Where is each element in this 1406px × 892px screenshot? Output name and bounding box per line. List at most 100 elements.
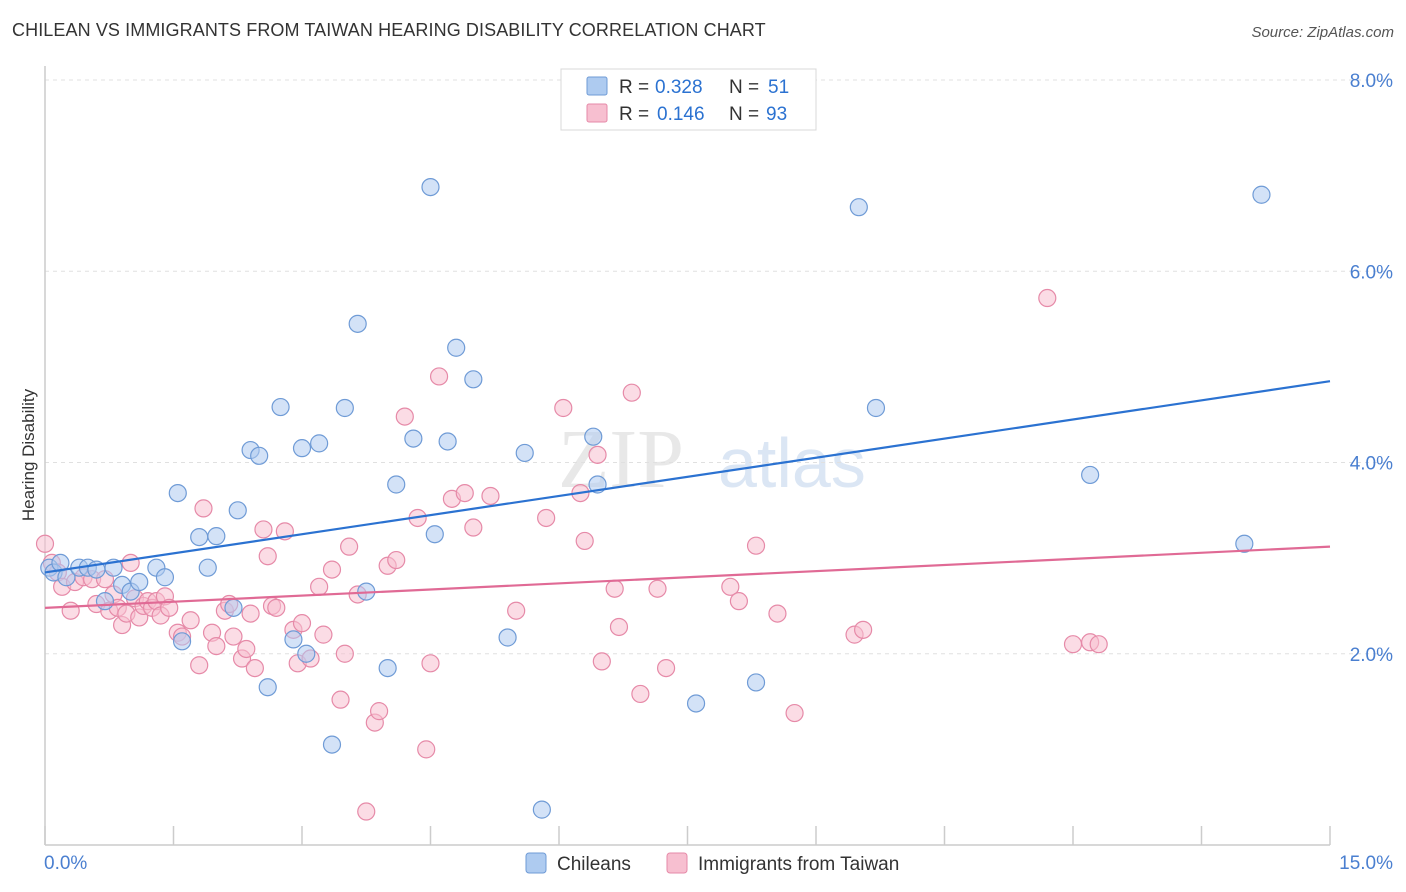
chilean-point: [172, 632, 192, 651]
taiwan-point: [605, 579, 624, 598]
taiwan-point: [1038, 288, 1057, 308]
chilean-point: [168, 484, 187, 503]
chilean-point: [464, 370, 483, 389]
taiwan-point: [224, 627, 243, 646]
taiwan-point: [575, 531, 594, 551]
legend-r-label-1: R =: [619, 77, 649, 98]
legend-r-label-2: R =: [619, 104, 649, 125]
chart-title: CHILEAN VS IMMIGRANTS FROM TAIWAN HEARIN…: [12, 20, 766, 40]
gridlines: [45, 79, 1392, 655]
chilean-point: [404, 429, 423, 448]
chilean-point: [447, 338, 466, 357]
y-tick-label: 6.0%: [1350, 262, 1393, 283]
taiwan-point: [464, 518, 483, 537]
chilean-point: [438, 432, 457, 451]
chilean-point: [224, 598, 243, 617]
taiwan-point: [1063, 635, 1083, 654]
taiwan-point: [331, 690, 350, 709]
taiwan-point: [258, 547, 277, 566]
legend-top: R = 0.328 N = 51 R = 0.146 N = 93: [560, 68, 817, 131]
taiwan-point: [588, 445, 607, 464]
x-tick-label-min: 0.0%: [44, 853, 87, 874]
legend-n-label-2: N =: [729, 104, 759, 125]
taiwan-point: [648, 579, 667, 598]
taiwan-point: [160, 598, 179, 617]
taiwan-point: [314, 625, 333, 644]
chilean-point: [335, 398, 354, 418]
chilean-point: [378, 658, 397, 678]
chilean-point: [198, 558, 217, 577]
taiwan-point: [395, 407, 414, 426]
taiwan-point: [417, 740, 436, 759]
taiwan-point: [537, 508, 556, 528]
legend-bottom-label-chileans: Chileans: [557, 854, 631, 875]
taiwan-point: [181, 611, 200, 630]
taiwan-point: [387, 550, 406, 570]
series-chileans-points: [40, 178, 1271, 819]
trend-line-taiwan: [44, 545, 1331, 609]
chilean-point: [1235, 534, 1254, 553]
chilean-point: [515, 443, 534, 463]
chilean-point: [297, 644, 316, 663]
taiwan-point: [554, 398, 573, 418]
taiwan-point: [631, 684, 650, 704]
legend-bottom-swatch-chileans: [525, 852, 547, 874]
taiwan-point: [768, 604, 787, 623]
taiwan-point: [254, 520, 273, 539]
y-axis-label: Hearing Disability: [19, 388, 38, 521]
chilean-point: [746, 673, 766, 692]
trend-lines: [44, 380, 1331, 609]
legend-n-value-2: 93: [766, 104, 787, 125]
taiwan-point: [292, 614, 312, 633]
chilean-point: [1081, 465, 1100, 485]
taiwan-point: [729, 592, 749, 611]
taiwan-point: [746, 536, 766, 555]
axes: 2.0% 4.0% 6.0% 8.0% 0.0% 15.0%: [44, 66, 1393, 874]
chilean-point: [348, 314, 367, 333]
chilean-point: [130, 572, 149, 592]
taiwan-point: [1089, 635, 1108, 654]
taiwan-point: [421, 654, 440, 673]
source-credit: Source: ZipAtlas.com: [1251, 24, 1394, 41]
legend-n-value-1: 51: [768, 77, 789, 98]
taiwan-point: [61, 601, 80, 620]
legend-swatch-chileans: [586, 76, 608, 96]
y-tick-label: 2.0%: [1350, 645, 1393, 666]
taiwan-point: [340, 537, 359, 556]
y-tick-label: 8.0%: [1350, 71, 1393, 92]
taiwan-point: [335, 644, 354, 663]
legend-bottom: Chileans Immigrants from Taiwan: [525, 852, 899, 875]
chilean-point: [1252, 185, 1271, 204]
chilean-point: [425, 525, 444, 544]
taiwan-point: [190, 656, 209, 675]
chilean-point: [190, 527, 209, 547]
taiwan-point: [592, 652, 611, 671]
taiwan-point: [245, 658, 264, 678]
series-taiwan-points: [35, 288, 1108, 821]
chilean-point: [258, 678, 277, 697]
x-tick-label-max: 15.0%: [1339, 853, 1393, 874]
taiwan-point: [310, 577, 329, 596]
taiwan-point: [721, 577, 740, 596]
legend-swatch-taiwan: [586, 103, 608, 123]
taiwan-point: [237, 639, 256, 659]
taiwan-point: [854, 620, 873, 639]
chilean-point: [849, 198, 868, 217]
chilean-point: [228, 501, 247, 520]
y-tick-label: 4.0%: [1350, 454, 1393, 475]
taiwan-point: [455, 484, 474, 503]
legend-r-value-1: 0.328: [655, 77, 703, 98]
taiwan-point: [35, 534, 55, 553]
chilean-point: [271, 397, 290, 417]
trend-line-chileans: [44, 380, 1331, 574]
chilean-point: [532, 800, 551, 819]
chilean-point: [155, 568, 175, 587]
chilean-point: [292, 439, 312, 458]
chilean-point: [284, 630, 303, 649]
taiwan-point: [357, 802, 376, 821]
taiwan-point: [241, 604, 260, 623]
taiwan-point: [481, 486, 500, 506]
taiwan-point: [429, 367, 449, 386]
chilean-point: [322, 735, 342, 754]
taiwan-point: [370, 702, 389, 721]
